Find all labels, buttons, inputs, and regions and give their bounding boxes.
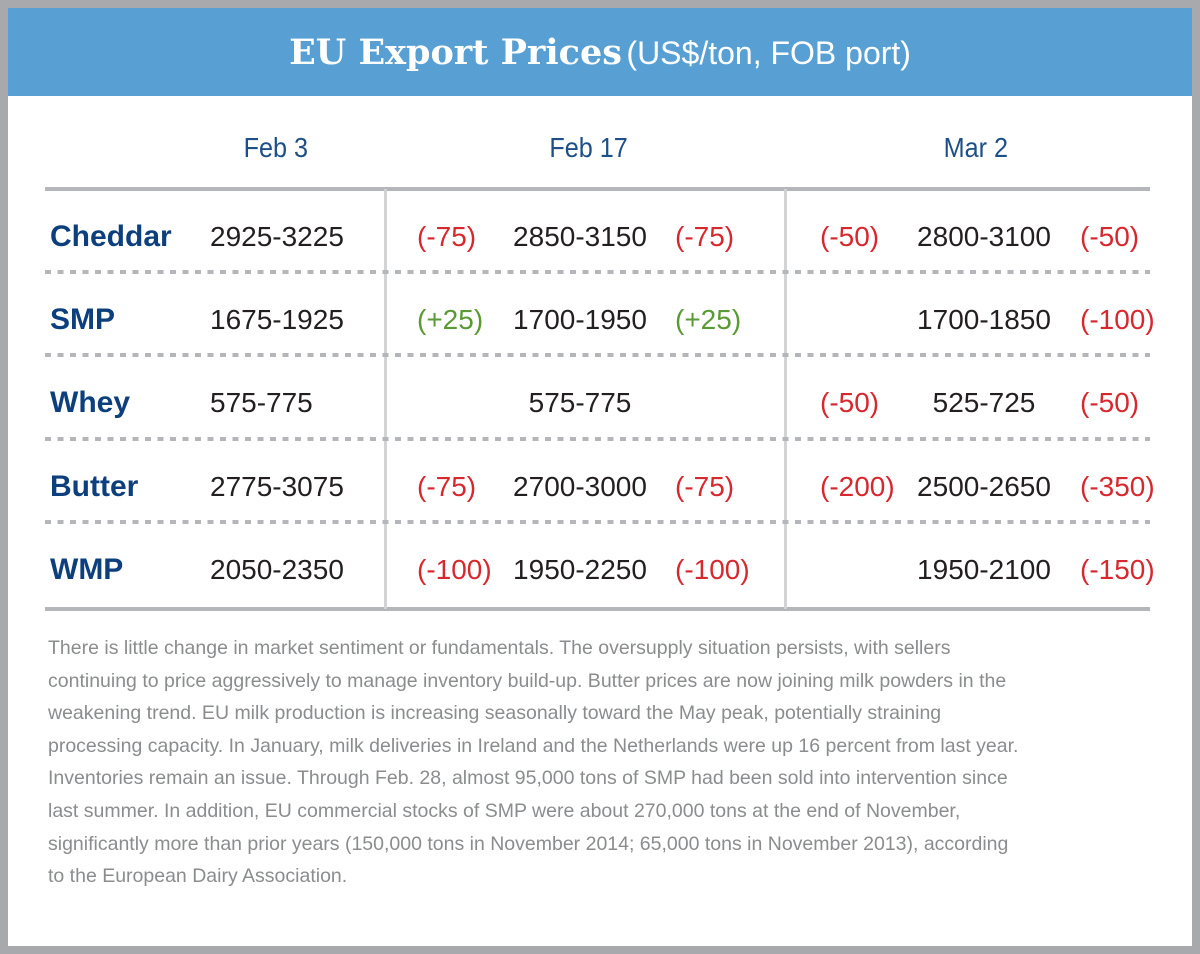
mar2-change-out: (-50) bbox=[1080, 221, 1140, 252]
row-separator bbox=[45, 520, 1150, 524]
table-row-butter: Butter 2775-3075 (-75) 2700-3000 (-75) (-200)… bbox=[8, 457, 1192, 517]
mar2-price: 2500-2650 bbox=[917, 471, 1051, 502]
commentary-line: processing capacity. In January, milk de… bbox=[48, 734, 1019, 757]
mar2-price: 525-725 bbox=[932, 387, 1036, 418]
commentary-line: last summer. In addition, EU commercial … bbox=[48, 799, 961, 822]
mar2-change-out: (-100) bbox=[1080, 304, 1155, 335]
mar2-price: 1950-2100 bbox=[917, 554, 1051, 585]
feb3-price: 2775-3075 bbox=[210, 471, 344, 502]
product-label: Butter bbox=[50, 470, 139, 503]
table-row-wmp: WMP 2050-2350 (-100) 1950-2250 (-100) 1950-21… bbox=[8, 540, 1192, 600]
mar2-change-in: (-50) bbox=[820, 221, 880, 252]
commentary-line: weakening trend. EU milk production is i… bbox=[48, 702, 942, 725]
mar2-price: 1700-1850 bbox=[917, 304, 1051, 335]
feb17-price: 1950-2250 bbox=[513, 554, 647, 585]
feb17-price: 575-775 bbox=[528, 387, 632, 418]
feb17-price: 2700-3000 bbox=[513, 471, 647, 502]
table-row-cheddar: Cheddar 2925-3225 (-75) 2850-3150 (-75) (-50)… bbox=[8, 207, 1192, 267]
commentary-line: There is little change in market sentime… bbox=[48, 637, 951, 659]
column-divider bbox=[384, 189, 387, 609]
product-label: SMP bbox=[50, 303, 116, 336]
row-separator bbox=[45, 437, 1150, 441]
top-rule bbox=[45, 187, 1150, 191]
mar2-price: 2800-3100 bbox=[917, 221, 1051, 252]
column-header-feb17: Feb 17 bbox=[549, 132, 628, 163]
feb17-price: 1700-1950 bbox=[513, 304, 647, 335]
feb3-price: 1675-1925 bbox=[210, 304, 344, 335]
commentary-line: Inventories remain an issue. Through Feb… bbox=[48, 767, 1008, 790]
feb17-change-out: (-75) bbox=[675, 221, 735, 252]
commentary-line: to the European Dairy Association. bbox=[48, 865, 348, 888]
table-row-smp: SMP 1675-1925 (+25) 1700-1950 (+25) 1700-1850… bbox=[8, 290, 1192, 350]
table-row-whey: Whey 575-775 575-775 (-50) 525-725 (-50) bbox=[8, 373, 1192, 433]
feb17-change-out: (-75) bbox=[675, 471, 735, 502]
product-label: Cheddar bbox=[50, 220, 172, 253]
feb17-change-out: (+25) bbox=[675, 304, 742, 335]
export-prices-card: EU Export Prices (US$/ton, FOB port) Feb… bbox=[8, 8, 1192, 946]
commentary: There is little change in market sentime… bbox=[48, 632, 1018, 893]
mar2-change-in: (-50) bbox=[820, 387, 880, 418]
feb3-price: 575-775 bbox=[210, 387, 313, 418]
mar2-change-out: (-150) bbox=[1080, 554, 1155, 585]
commentary-line: continuing to price aggressively to mana… bbox=[48, 669, 1007, 692]
feb17-change-out: (-100) bbox=[675, 554, 750, 585]
feb17-change-in: (-75) bbox=[417, 471, 477, 502]
commentary-line: significantly more than prior years (150… bbox=[48, 832, 1009, 855]
feb17-change-in: (-100) bbox=[417, 554, 492, 585]
title-banner: EU Export Prices (US$/ton, FOB port) bbox=[8, 8, 1192, 96]
row-separator bbox=[45, 270, 1150, 274]
column-header-feb3: Feb 3 bbox=[243, 132, 309, 163]
feb17-change-in: (+25) bbox=[417, 304, 484, 335]
column-divider bbox=[784, 189, 787, 609]
column-header-mar2: Mar 2 bbox=[943, 132, 1008, 163]
mar2-change-in: (-200) bbox=[820, 471, 895, 502]
feb3-price: 2925-3225 bbox=[210, 221, 344, 252]
mar2-change-out: (-50) bbox=[1080, 387, 1140, 418]
bottom-rule bbox=[45, 607, 1150, 611]
title: EU Export Prices bbox=[289, 32, 622, 73]
row-separator bbox=[45, 353, 1150, 357]
subtitle: (US$/ton, FOB port) bbox=[626, 35, 911, 71]
feb17-change-in: (-75) bbox=[417, 221, 477, 252]
feb3-price: 2050-2350 bbox=[210, 554, 344, 585]
mar2-change-out: (-350) bbox=[1080, 471, 1155, 502]
product-label: Whey bbox=[50, 386, 131, 419]
product-label: WMP bbox=[50, 553, 124, 586]
feb17-price: 2850-3150 bbox=[513, 221, 647, 252]
